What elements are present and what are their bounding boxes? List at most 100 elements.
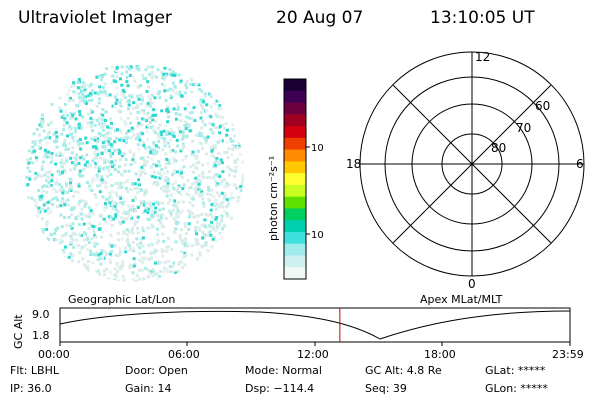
emission-pixel: [171, 131, 175, 135]
emission-pixel: [157, 146, 161, 149]
emission-pixel: [126, 100, 130, 103]
emission-pixel: [103, 209, 106, 213]
emission-pixel: [71, 238, 75, 242]
emission-pixel: [119, 77, 122, 81]
emission-pixel: [140, 237, 144, 241]
emission-pixel: [87, 94, 91, 98]
emission-pixel: [207, 197, 211, 201]
emission-pixel: [113, 168, 117, 172]
emission-pixel: [41, 228, 45, 232]
emission-pixel: [151, 274, 155, 278]
emission-pixel: [201, 172, 204, 176]
emission-pixel: [121, 152, 125, 156]
emission-pixel: [177, 92, 181, 96]
emission-pixel: [99, 78, 103, 82]
emission-pixel: [74, 117, 78, 121]
emission-pixel: [116, 93, 120, 96]
emission-pixel: [99, 133, 103, 137]
emission-pixel: [45, 184, 49, 188]
emission-pixel: [133, 79, 137, 83]
colorbar: 100 10 photon cm⁻²s⁻¹: [267, 78, 324, 280]
emission-pixel: [165, 72, 169, 76]
emission-pixel: [93, 138, 97, 142]
emission-pixel: [105, 267, 109, 271]
emission-pixel: [72, 156, 76, 160]
emission-pixel: [203, 243, 207, 247]
emission-pixel: [187, 186, 191, 190]
emission-pixel: [123, 181, 127, 185]
emission-pixel: [43, 136, 47, 140]
emission-pixel: [46, 132, 50, 136]
emission-pixel: [219, 182, 223, 186]
emission-pixel: [80, 199, 84, 203]
emission-pixel: [66, 93, 70, 96]
emission-pixel: [94, 136, 98, 140]
door-status: Door: Open: [125, 364, 188, 377]
emission-pixel: [218, 205, 222, 209]
emission-pixel: [138, 189, 142, 192]
emission-pixel: [102, 273, 106, 277]
emission-pixel: [148, 73, 152, 76]
emission-pixel: [36, 214, 39, 218]
emission-pixel: [120, 72, 124, 76]
emission-pixel: [203, 136, 207, 140]
emission-pixel: [116, 128, 119, 132]
emission-pixel: [127, 169, 131, 173]
emission-pixel: [43, 148, 47, 152]
emission-pixel: [95, 147, 99, 151]
emission-pixel: [121, 88, 125, 92]
emission-pixel: [115, 74, 119, 78]
emission-pixel: [134, 220, 138, 224]
emission-pixel: [57, 152, 61, 156]
emission-pixel: [182, 134, 185, 138]
emission-pixel: [104, 206, 108, 210]
emission-pixel: [73, 190, 77, 194]
emission-pixel: [26, 166, 30, 170]
emission-pixel: [135, 237, 139, 241]
emission-pixel: [145, 130, 149, 134]
emission-pixel: [146, 137, 150, 141]
emission-pixel: [242, 184, 244, 188]
emission-pixel: [131, 75, 135, 79]
emission-pixel: [188, 194, 191, 197]
emission-pixel: [156, 68, 160, 72]
emission-pixel: [182, 165, 186, 169]
colorbar-band: [284, 173, 306, 186]
emission-pixel: [166, 259, 170, 263]
emission-pixel: [179, 119, 183, 123]
emission-pixel: [142, 277, 146, 281]
emission-pixel: [212, 195, 216, 199]
mlt-label-0: 0: [468, 277, 476, 291]
emission-pixel: [192, 170, 196, 174]
emission-pixel: [223, 184, 227, 188]
emission-pixel: [96, 175, 100, 179]
emission-pixel: [124, 135, 128, 139]
emission-pixel: [123, 163, 127, 167]
emission-pixel: [87, 215, 91, 219]
emission-pixel: [195, 186, 199, 190]
emission-pixel: [146, 101, 150, 105]
emission-pixel: [117, 151, 121, 155]
emission-pixel: [143, 209, 147, 213]
emission-pixel: [239, 185, 243, 189]
emission-pixel: [198, 194, 202, 198]
emission-pixel: [93, 123, 97, 127]
emission-pixel: [69, 184, 72, 188]
colorbar-band: [284, 208, 306, 221]
emission-pixel: [65, 121, 69, 125]
emission-pixel: [240, 183, 244, 187]
dsp-status: Dsp: −114.4: [245, 382, 315, 395]
emission-pixel: [214, 198, 218, 202]
emission-pixel: [140, 123, 144, 127]
emission-pixel: [138, 169, 142, 173]
emission-pixel: [223, 127, 226, 131]
emission-pixel: [191, 195, 195, 199]
emission-pixel: [113, 95, 117, 99]
emission-pixel: [75, 238, 79, 242]
colorbar-band: [284, 137, 306, 151]
emission-pixel: [149, 104, 152, 108]
emission-pixel: [220, 191, 224, 195]
emission-pixel: [44, 201, 47, 205]
emission-pixel: [47, 181, 51, 184]
emission-pixel: [156, 233, 160, 237]
